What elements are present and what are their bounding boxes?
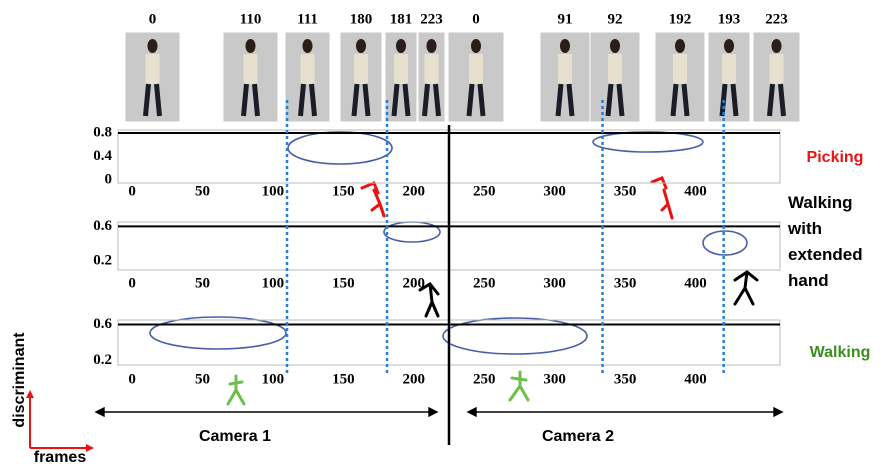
- x-tick-label: 350: [614, 275, 637, 291]
- person-body: [558, 54, 572, 84]
- person-body: [469, 54, 483, 84]
- x-tick-label: 50: [195, 275, 210, 291]
- y-note: discriminant: [11, 332, 28, 428]
- y-tick-label: 0.4: [93, 148, 112, 164]
- x-tick-label: 0: [128, 183, 136, 199]
- ellipse: [384, 222, 440, 242]
- icon-extended: [735, 272, 757, 304]
- person-body: [146, 54, 160, 84]
- x-tick-label: 350: [614, 183, 637, 199]
- x-tick-label: 250: [473, 371, 496, 387]
- person-body: [425, 54, 439, 84]
- x-tick-label: 150: [332, 183, 355, 199]
- x-tick-label: 400: [684, 371, 707, 387]
- x-tick-label: 300: [543, 371, 566, 387]
- x-tick-label: 100: [262, 183, 285, 199]
- person-head: [396, 39, 406, 53]
- camera-label: Camera 1: [199, 428, 271, 445]
- x-tick-label: 250: [473, 275, 496, 291]
- axis-arrows: [30, 395, 88, 448]
- x-tick-label: 200: [403, 371, 426, 387]
- person-body: [722, 54, 736, 84]
- x-tick-label: 150: [332, 371, 355, 387]
- person-head: [610, 39, 620, 53]
- x-tick-label: 400: [684, 183, 707, 199]
- x-tick-label: 50: [195, 371, 210, 387]
- person-body: [394, 54, 408, 84]
- frame-label: 223: [420, 11, 443, 27]
- frame-label: 92: [608, 11, 623, 27]
- person-head: [471, 39, 481, 53]
- y-tick-label: 0.2: [93, 352, 112, 368]
- x-tick-label: 150: [332, 275, 355, 291]
- person-head: [560, 39, 570, 53]
- person-body: [770, 54, 784, 84]
- x-tick-label: 100: [262, 371, 285, 387]
- person-head: [427, 39, 437, 53]
- person-body: [673, 54, 687, 84]
- person-body: [244, 54, 258, 84]
- icon-walking: [228, 376, 244, 404]
- frame-label: 0: [149, 11, 157, 27]
- ellipse: [593, 132, 703, 152]
- y-tick-label: 0.6: [93, 218, 112, 234]
- person-body: [301, 54, 315, 84]
- y-tick-label: 0.8: [93, 124, 112, 140]
- frame-label: 223: [765, 11, 788, 27]
- x-tick-label: 0: [128, 371, 136, 387]
- page: {"chart_data": [ {"type": "line", "x": […: [0, 0, 884, 467]
- person-head: [675, 39, 685, 53]
- legend-label: Walking: [810, 344, 871, 361]
- person-head: [356, 39, 366, 53]
- frame-label: 192: [669, 11, 692, 27]
- plots: 0 0.4 0.8 0 50 100 150 200 250 300 350 400 0.2 0.6 0 50…: [93, 100, 870, 445]
- person-head: [246, 39, 256, 53]
- ellipse: [443, 318, 587, 354]
- icon-picking: [362, 183, 384, 216]
- axis-note: discriminant frames: [11, 332, 94, 466]
- person-head: [724, 39, 734, 53]
- x-tick-label: 300: [543, 183, 566, 199]
- frame-label: 111: [297, 11, 318, 27]
- x-tick-label: 250: [473, 183, 496, 199]
- x-tick-label: 100: [262, 275, 285, 291]
- person-head: [772, 39, 782, 53]
- x-tick-label: 350: [614, 371, 637, 387]
- camera-label: Camera 2: [542, 428, 614, 445]
- legend-label: Walking with extended hand: [788, 190, 884, 294]
- frame-label: 0: [472, 11, 480, 27]
- frame-label: 180: [350, 11, 373, 27]
- frame-label: 110: [240, 11, 262, 27]
- person-body: [608, 54, 622, 84]
- ellipse: [703, 231, 747, 255]
- y-tick-label: 0.2: [93, 253, 112, 269]
- ellipse: [150, 317, 286, 349]
- figure: 0 110 111 180 181 223 0 91 92 192 193 223 0 0.4 0.8 0 5…: [0, 0, 884, 467]
- thumbnails: 0 110 111 180 181 223 0 91 92 192 193 223: [125, 11, 800, 122]
- camera-arrows: [96, 408, 782, 416]
- person-head: [303, 39, 313, 53]
- ellipse: [288, 132, 392, 164]
- x-tick-label: 300: [543, 275, 566, 291]
- x-tick-label: 400: [684, 275, 707, 291]
- x-tick-label: 200: [403, 183, 426, 199]
- x-tick-label: 50: [195, 183, 210, 199]
- frame-label: 193: [718, 11, 741, 27]
- person-body: [354, 54, 368, 84]
- icon-walking: [510, 372, 528, 400]
- person-head: [148, 39, 158, 53]
- frame-label: 91: [558, 11, 573, 27]
- x-note: frames: [34, 449, 87, 466]
- y-tick-label: 0.6: [93, 316, 112, 332]
- frame-label: 181: [390, 11, 413, 27]
- x-tick-label: 200: [403, 275, 426, 291]
- x-tick-label: 0: [128, 275, 136, 291]
- y-tick-label: 0: [105, 171, 113, 187]
- legend-label: Picking: [807, 149, 864, 166]
- icon-picking: [652, 178, 672, 218]
- axis-arrow-heads: [26, 390, 94, 452]
